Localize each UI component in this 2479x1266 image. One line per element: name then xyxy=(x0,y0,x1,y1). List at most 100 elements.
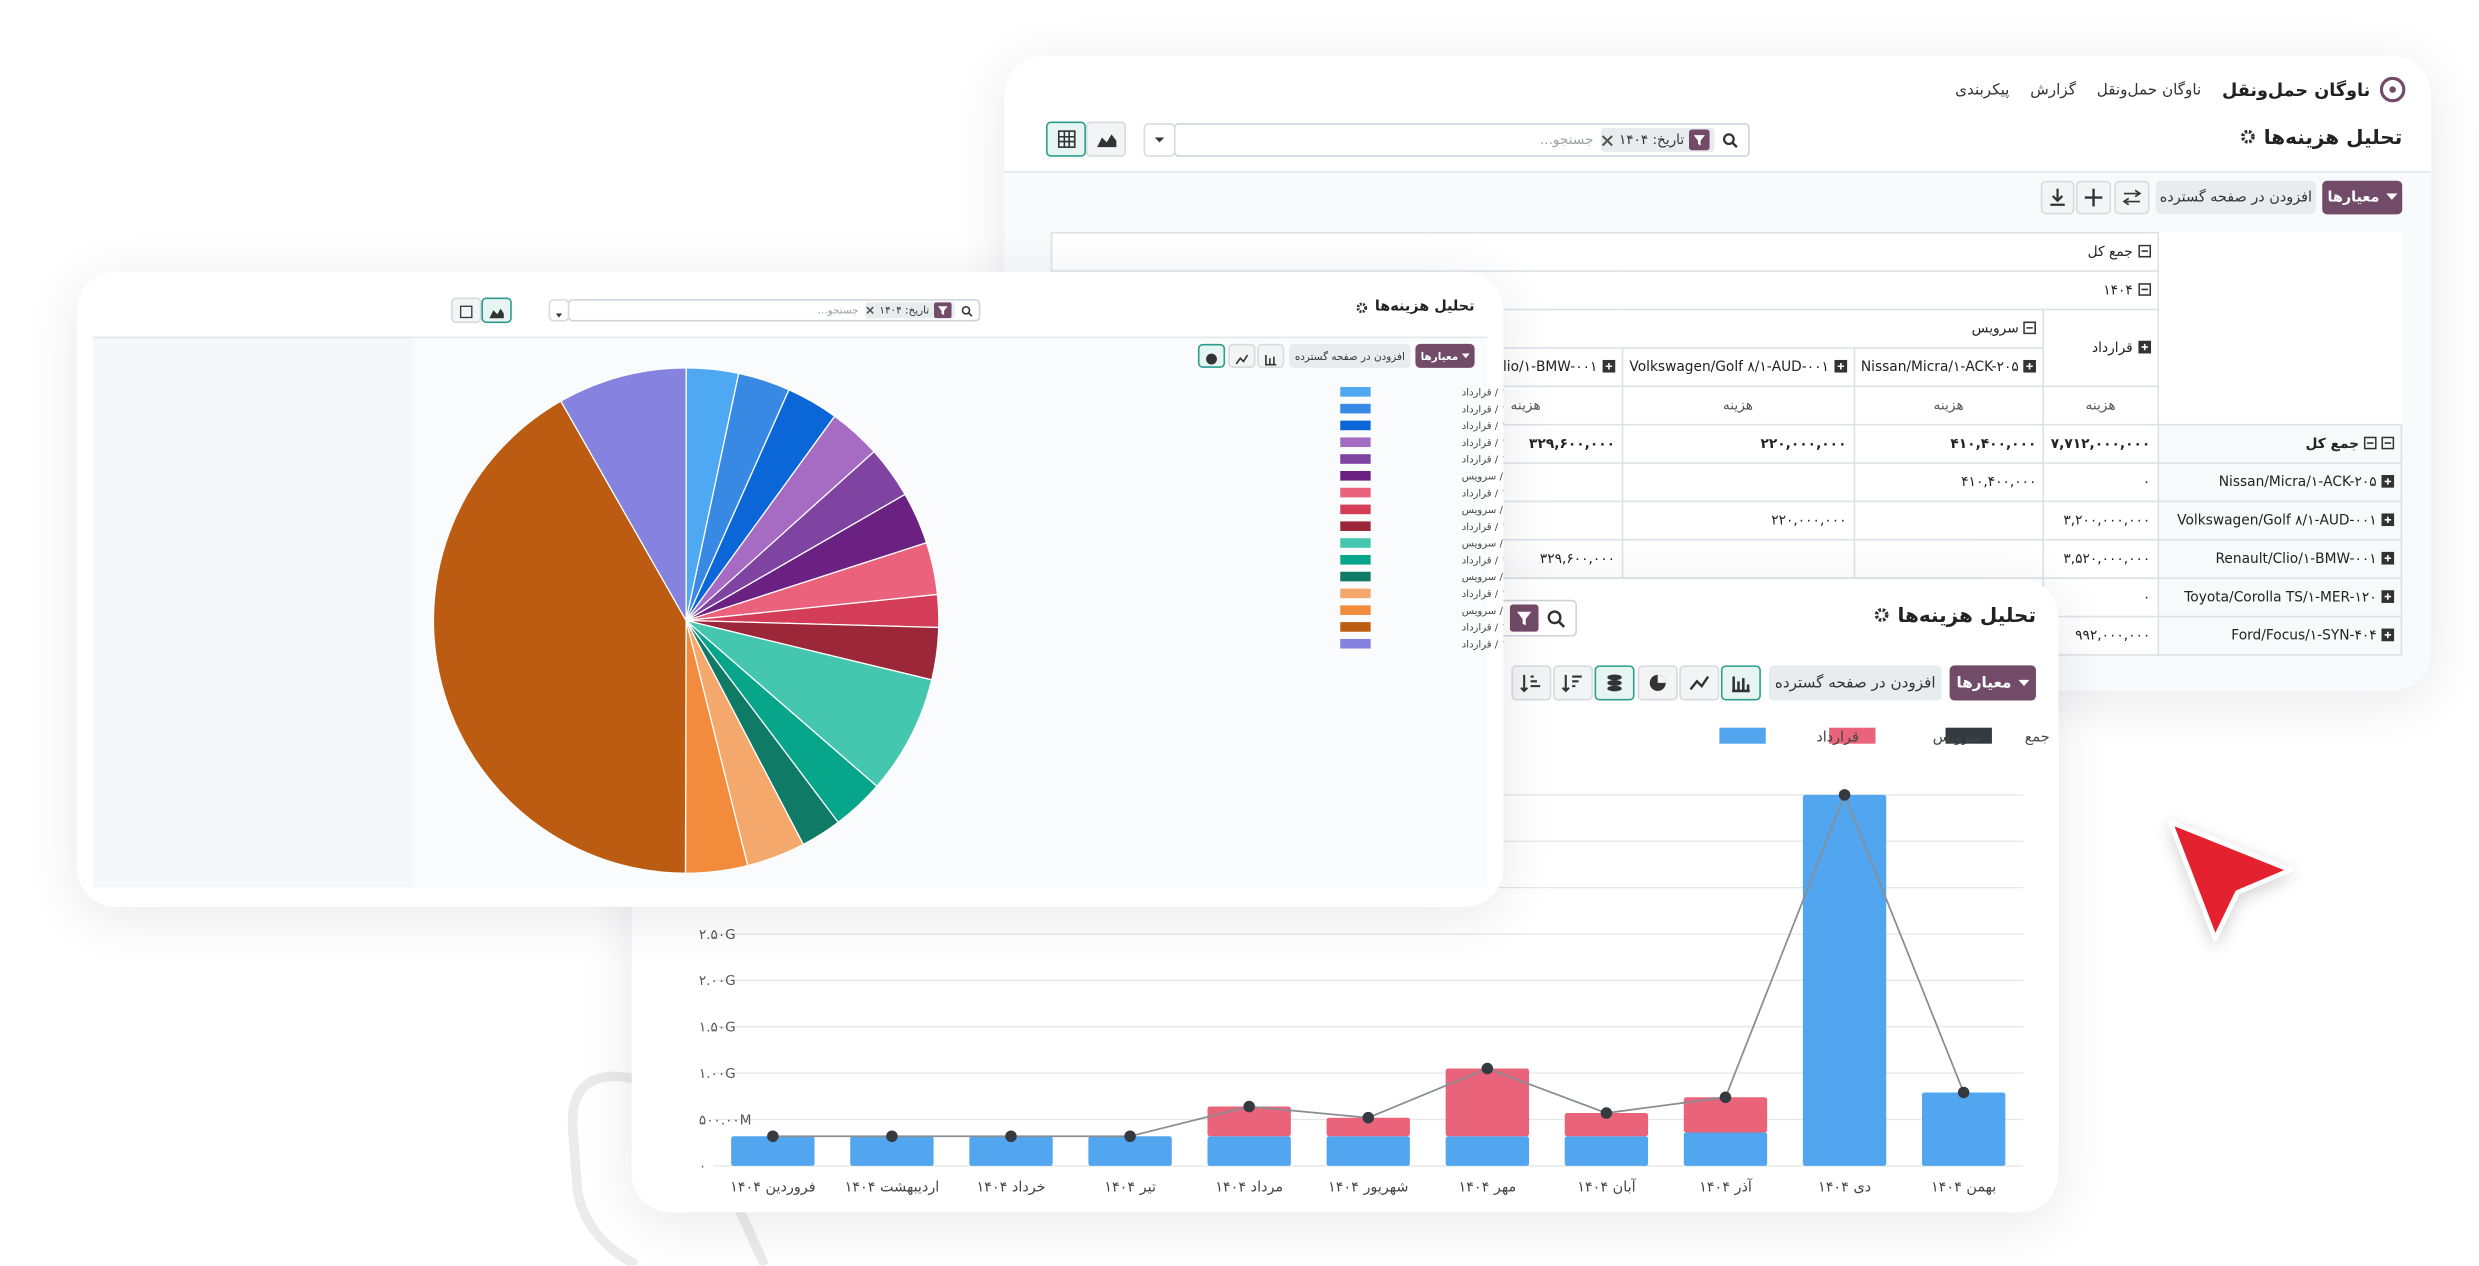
collapse-toggle[interactable] xyxy=(2381,435,2395,449)
menu-item[interactable]: گزارش xyxy=(2030,80,2076,99)
expand-toggle[interactable] xyxy=(2381,512,2395,526)
total-point xyxy=(1838,789,1851,801)
total-point xyxy=(886,1130,898,1142)
expand-toggle[interactable] xyxy=(2381,627,2395,641)
spreadsheet-button[interactable]: افزودن در صفحه گسترده xyxy=(1289,343,1411,368)
expand-toggle[interactable] xyxy=(2023,359,2037,372)
pie-view[interactable] xyxy=(1197,343,1226,368)
facet-remove[interactable] xyxy=(1601,134,1614,147)
view-pivot[interactable] xyxy=(1045,121,1086,157)
value-cell-text: ۲۲۰,۰۰۰,۰۰۰ xyxy=(1760,435,1847,452)
toggle-box xyxy=(2023,320,2037,334)
legend-label: تیر ۱۴۰۴ / قرارداد xyxy=(1462,438,1504,449)
col-header[interactable]: Volkswagen/Golf ۸/۱-AUD-۰۰۱ xyxy=(1621,347,1855,388)
view-graph[interactable] xyxy=(1085,121,1126,157)
line-view[interactable] xyxy=(1228,343,1256,368)
expand-toggle[interactable] xyxy=(2381,474,2395,488)
total-point xyxy=(1600,1107,1613,1119)
brand-name: ناوگان حمل‌ونقل xyxy=(2222,79,2371,100)
sort-desc[interactable] xyxy=(1552,665,1593,701)
menu-item[interactable]: پیکربندی xyxy=(1955,80,2010,99)
bar xyxy=(1802,794,1887,1166)
measures-button[interactable]: معیارها xyxy=(1415,343,1475,368)
collapse-toggle[interactable] xyxy=(2363,435,2377,449)
bar-view[interactable] xyxy=(1257,343,1285,368)
row-header[interactable]: Renault/Clio/۱-BMW-۰۰۱ xyxy=(2156,538,2403,579)
view-pivot[interactable] xyxy=(451,297,482,324)
search-dropdown[interactable] xyxy=(1143,123,1176,157)
brand[interactable]: ناوگان حمل‌ونقل xyxy=(2222,76,2406,103)
menu-item[interactable]: ناوگان حمل‌ونقل xyxy=(2096,80,2202,99)
bars xyxy=(1265,355,1277,366)
measures-button[interactable]: معیارها xyxy=(1949,665,2036,701)
expand-toggle[interactable] xyxy=(1833,359,1847,372)
view-graph[interactable] xyxy=(481,297,512,324)
gear-icon[interactable] xyxy=(1875,608,1890,622)
value-cell xyxy=(1621,538,1855,579)
facet[interactable]: تاریخ: ۱۴۰۴ xyxy=(1601,127,1715,152)
expand-all[interactable] xyxy=(2075,180,2112,215)
flip-axis[interactable] xyxy=(2114,180,2150,215)
caret xyxy=(2017,678,2030,686)
col-header-text: قرارداد xyxy=(2092,339,2133,356)
search-dropdown[interactable] xyxy=(548,299,570,322)
expand-toggle[interactable] xyxy=(2381,589,2395,603)
legend-swatch xyxy=(1340,504,1371,515)
row-header[interactable]: Volkswagen/Golf ۸/۱-AUD-۰۰۱ xyxy=(2156,500,2403,541)
pie-card: فروردین ۱۴۰۴ / قرارداد اردیبهشت ۱۴۰۴ / قر… xyxy=(76,271,1504,907)
download[interactable] xyxy=(2040,180,2075,215)
expand-toggle[interactable] xyxy=(2381,550,2395,564)
collapse-toggle[interactable] xyxy=(2023,320,2037,334)
caret xyxy=(1461,352,1470,358)
search-icon xyxy=(1722,132,1738,148)
total-point xyxy=(1957,1086,1970,1099)
toggle-box xyxy=(2363,435,2377,449)
measure-header-text: هزینه xyxy=(1722,397,1754,414)
legend-label: دی ۱۴۰۴ / قرارداد xyxy=(1462,623,1504,634)
expand-toggle[interactable] xyxy=(2137,339,2151,353)
pie-view[interactable] xyxy=(1637,665,1678,701)
funnel xyxy=(938,306,948,316)
stacked-toggle[interactable] xyxy=(1594,665,1635,701)
layer xyxy=(1607,680,1622,686)
gear-icon[interactable] xyxy=(2241,129,2256,144)
legend-swatch xyxy=(1340,387,1371,397)
legend-swatch xyxy=(1719,727,1766,744)
col-header[interactable]: قرارداد xyxy=(2042,308,2159,388)
x-mark xyxy=(866,306,874,315)
top-nav: ناوگان حمل‌ونقل ناوگان حمل‌ونقل گزارش پی… xyxy=(1955,76,2406,103)
search-box[interactable]: تاریخ: ۱۴۰۴ جستجو... xyxy=(567,299,981,322)
legend-label: آذر ۱۴۰۴ / قرارداد xyxy=(1462,587,1504,600)
legend-swatch xyxy=(1340,403,1371,414)
total-point xyxy=(1481,1062,1494,1075)
line-view[interactable] xyxy=(1679,665,1720,701)
collapse-toggle[interactable] xyxy=(2137,243,2151,257)
sort-asc[interactable] xyxy=(1511,665,1552,701)
row-header[interactable]: جمع کل xyxy=(2156,423,2403,464)
facet-remove[interactable] xyxy=(865,305,875,315)
row-header[interactable]: Nissan/Micra/۱-ACK-۲۰۵ xyxy=(2156,462,2403,503)
search-box[interactable]: تاریخ: ۱۴۰۴ جستجو... xyxy=(1173,123,1750,157)
bar-chart: ۰۵۰۰.۰۰M۱.۰۰G۱.۵۰G۲.۰۰G۲.۵۰G۳.۰۰G۳.۵۰G۴.… xyxy=(699,727,2050,1196)
expand-toggle[interactable] xyxy=(1602,359,1616,372)
spreadsheet-button[interactable]: افزودن در صفحه گسترده xyxy=(2155,180,2316,215)
sort-shape xyxy=(1520,674,1541,693)
row-header[interactable]: Toyota/Corolla TS/۱-MER-۱۲۰ xyxy=(2156,577,2403,618)
collapse-toggle[interactable] xyxy=(2137,282,2151,296)
row-header[interactable]: Ford/Focus/۱-SYN-۴۰۴ xyxy=(2156,615,2403,656)
facet[interactable]: تاریخ: ۱۴۰۴ xyxy=(864,302,955,319)
lens-handle xyxy=(1557,619,1566,628)
value-cell-text: ۳,۵۲۰,۰۰۰,۰۰۰ xyxy=(2063,550,2151,567)
bar xyxy=(969,1136,1053,1166)
gear-icon[interactable] xyxy=(1355,301,1367,313)
caret-shape xyxy=(2017,678,2030,686)
bar-view[interactable] xyxy=(1720,665,1761,701)
legend-swatch xyxy=(1340,471,1371,481)
layer xyxy=(1607,674,1622,681)
line-shape xyxy=(1689,675,1710,691)
row-header-text: Renault/Clio/۱-BMW-۰۰۱ xyxy=(2215,550,2377,567)
measures-button[interactable]: معیارها xyxy=(2322,180,2403,215)
x-mark xyxy=(1602,134,1614,146)
x-tick-label: بهمن ۱۴۰۴ xyxy=(1931,1180,1996,1196)
spreadsheet-button[interactable]: افزودن در صفحه گسترده xyxy=(1768,665,1942,701)
